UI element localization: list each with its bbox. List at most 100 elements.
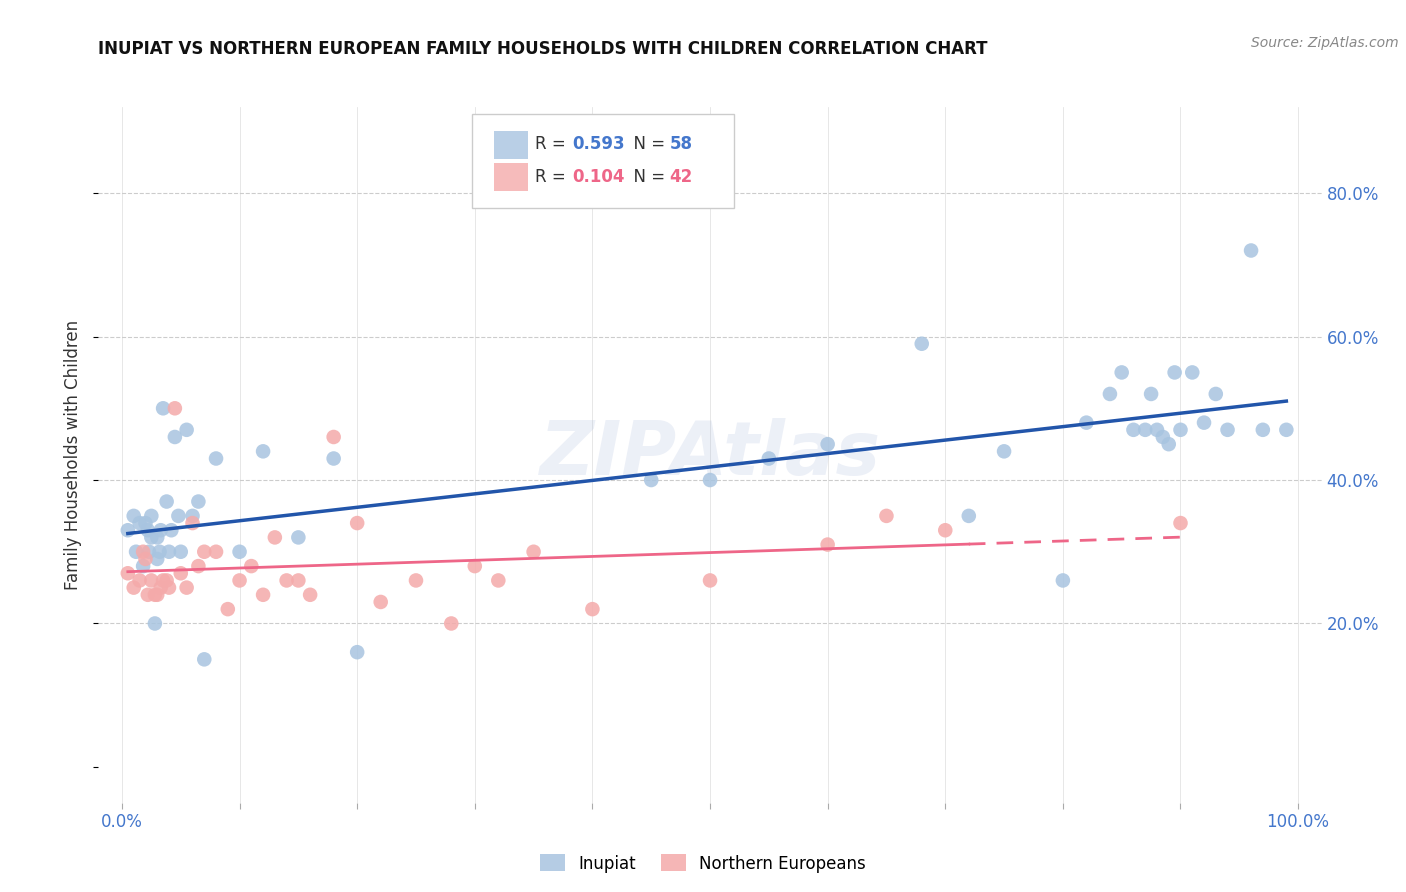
Point xyxy=(134,552,156,566)
Point xyxy=(205,545,228,559)
Point xyxy=(1163,366,1185,380)
Point xyxy=(136,588,159,602)
Point xyxy=(1146,423,1168,437)
Y-axis label: Family Households with Children: Family Households with Children xyxy=(65,320,83,590)
Point xyxy=(699,574,721,588)
Point xyxy=(152,401,174,416)
Point xyxy=(187,494,209,508)
Text: ZIPAtlas: ZIPAtlas xyxy=(540,418,880,491)
Point xyxy=(1052,574,1074,588)
Point xyxy=(128,574,150,588)
Point xyxy=(187,559,209,574)
Point xyxy=(370,595,392,609)
Point xyxy=(152,574,174,588)
Point xyxy=(157,545,180,559)
Point xyxy=(486,574,509,588)
Point xyxy=(143,616,166,631)
Point xyxy=(136,523,159,537)
Point xyxy=(875,508,897,523)
Point xyxy=(287,530,309,544)
Point xyxy=(1205,387,1227,401)
Point xyxy=(146,530,169,544)
Point xyxy=(1240,244,1263,258)
Point xyxy=(287,574,309,588)
Point xyxy=(141,530,163,544)
FancyBboxPatch shape xyxy=(494,162,527,191)
FancyBboxPatch shape xyxy=(494,131,527,159)
Point xyxy=(163,401,186,416)
Point xyxy=(1170,516,1192,530)
Point xyxy=(170,566,193,581)
Text: 0.593: 0.593 xyxy=(572,135,624,153)
Point xyxy=(122,581,145,595)
Point xyxy=(263,530,285,544)
Point xyxy=(817,437,839,451)
Point xyxy=(157,581,180,595)
Point xyxy=(1152,430,1174,444)
Point xyxy=(170,545,193,559)
Point xyxy=(132,559,155,574)
FancyBboxPatch shape xyxy=(471,114,734,208)
Text: N =: N = xyxy=(623,135,671,153)
Text: R =: R = xyxy=(536,135,571,153)
Point xyxy=(228,574,250,588)
Point xyxy=(1157,437,1180,451)
Text: N =: N = xyxy=(623,168,671,186)
Point xyxy=(322,430,344,444)
Point xyxy=(228,545,250,559)
Point xyxy=(1135,423,1157,437)
Point xyxy=(1216,423,1239,437)
Point xyxy=(149,545,172,559)
Text: 42: 42 xyxy=(669,168,693,186)
Point xyxy=(1275,423,1298,437)
Point xyxy=(758,451,780,466)
Point xyxy=(143,588,166,602)
Point xyxy=(146,552,169,566)
Point xyxy=(464,559,486,574)
Point xyxy=(138,545,160,559)
Point xyxy=(134,516,156,530)
Legend: Inupiat, Northern Europeans: Inupiat, Northern Europeans xyxy=(533,847,873,880)
Point xyxy=(128,516,150,530)
Point xyxy=(117,566,139,581)
Point xyxy=(205,451,228,466)
Text: 58: 58 xyxy=(669,135,693,153)
Point xyxy=(252,444,274,458)
Point xyxy=(699,473,721,487)
Point xyxy=(640,473,662,487)
Point xyxy=(1098,387,1121,401)
Point xyxy=(817,538,839,552)
Point xyxy=(1111,366,1133,380)
Point xyxy=(149,523,172,537)
Point xyxy=(581,602,603,616)
Point xyxy=(217,602,239,616)
Point xyxy=(346,645,368,659)
Point xyxy=(141,574,163,588)
Point xyxy=(163,430,186,444)
Point xyxy=(440,616,463,631)
Point xyxy=(957,508,980,523)
Point xyxy=(934,523,956,537)
Point xyxy=(523,545,546,559)
Point xyxy=(252,588,274,602)
Point xyxy=(125,545,148,559)
Point xyxy=(1170,423,1192,437)
Point xyxy=(1181,366,1204,380)
Point xyxy=(1251,423,1274,437)
Point xyxy=(322,451,344,466)
Point xyxy=(193,652,215,666)
Point xyxy=(167,508,190,523)
Point xyxy=(156,494,179,508)
Point xyxy=(276,574,298,588)
Point xyxy=(1076,416,1098,430)
Point xyxy=(181,516,204,530)
Point xyxy=(1122,423,1144,437)
Point xyxy=(122,508,145,523)
Text: R =: R = xyxy=(536,168,571,186)
Point xyxy=(240,559,263,574)
Point xyxy=(299,588,322,602)
Point xyxy=(156,574,179,588)
Point xyxy=(176,423,198,437)
Point xyxy=(146,588,169,602)
Point xyxy=(149,581,172,595)
